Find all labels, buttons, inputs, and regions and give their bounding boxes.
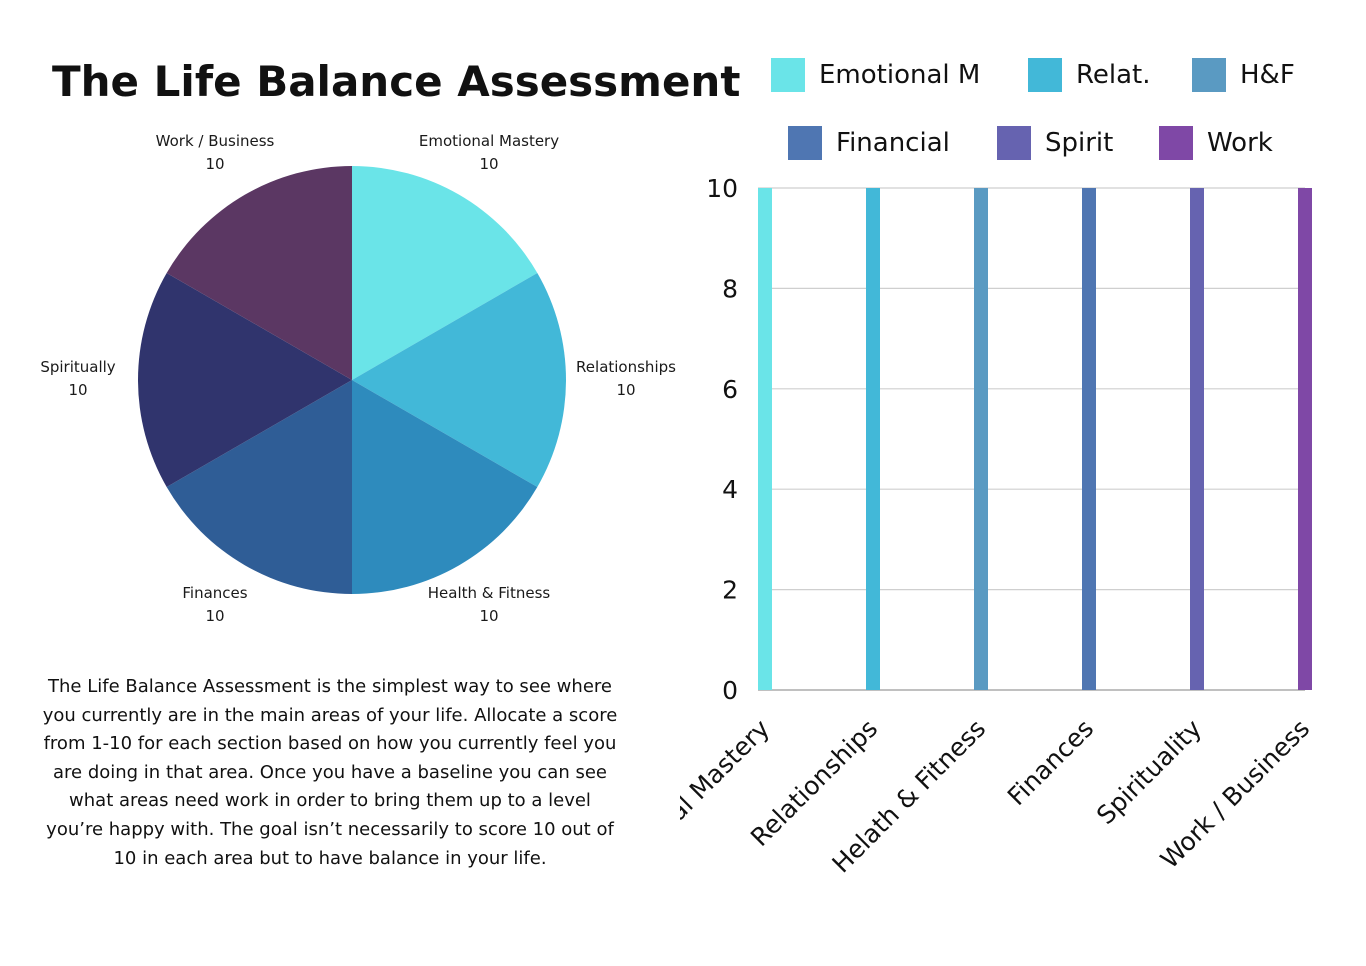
bar-spirituality (1190, 188, 1204, 690)
pie-label-emotional-mastery: Emotional Mastery (419, 132, 559, 150)
y-tick-label: 10 (706, 174, 738, 203)
pie-label-health-fitness: Health & Fitness (428, 584, 551, 602)
legend-swatch (1192, 58, 1226, 92)
y-tick-label: 0 (722, 676, 738, 705)
bar-helath-fitness (974, 188, 988, 690)
pie-slice-work-business (166, 166, 352, 380)
pie-label-finances: Finances (182, 584, 247, 602)
legend-label: H&F (1240, 60, 1295, 90)
pie-value-work-business: 10 (205, 155, 224, 173)
pie-label-work-business: Work / Business (156, 132, 275, 150)
y-tick-label: 8 (722, 274, 738, 303)
legend-label: Spirit (1045, 128, 1114, 158)
y-tick-label: 4 (722, 475, 738, 504)
legend-item-relat: Relat. (1028, 55, 1151, 95)
x-tick-label-spirituality: Spirituality (1091, 714, 1207, 830)
pie-slice-emotional-mastery (352, 166, 538, 380)
y-tick-label: 2 (722, 576, 738, 605)
pie-slice-health-fitness (352, 380, 538, 594)
legend-label: Work (1207, 128, 1273, 158)
y-tick-label: 6 (722, 375, 738, 404)
description-text: The Life Balance Assessment is the simpl… (42, 676, 618, 869)
legend-label: Financial (836, 128, 950, 158)
pie-label-spiritually: Spiritually (40, 358, 115, 376)
pie-label-relationships: Relationships (576, 358, 676, 376)
legend-item-h-f: H&F (1192, 55, 1295, 95)
legend-swatch (788, 126, 822, 160)
legend-item-work: Work (1159, 123, 1273, 163)
pie-slice-finances (166, 380, 352, 594)
pie-value-spiritually: 10 (68, 381, 87, 399)
pie-value-emotional-mastery: 10 (479, 155, 498, 173)
legend-label: Emotional M (819, 60, 981, 90)
pie-value-finances: 10 (205, 607, 224, 625)
pie-value-health-fitness: 10 (479, 607, 498, 625)
pie-chart: Emotional Mastery 10 Relationships 10 Health… (40, 132, 676, 625)
legend-item-emotional-m: Emotional M (771, 55, 980, 95)
legend-item-spirit: Spirit (997, 123, 1113, 163)
pie-value-relationships: 10 (616, 381, 635, 399)
bar-emotional-mastery (758, 188, 772, 690)
legend-item-financial: Financial (788, 123, 950, 163)
legend-swatch (1159, 126, 1193, 160)
x-tick-label-emotional-mastery: Emotional Mastery (680, 714, 775, 900)
bar-work-business (1298, 188, 1312, 690)
x-tick-label-finances: Finances (1002, 714, 1099, 811)
pie-slice-spiritually (137, 273, 352, 487)
page-title: The Life Balance Assessment (52, 57, 741, 106)
pie-slice-relationships (352, 273, 567, 487)
legend-swatch (1028, 58, 1062, 92)
bar-relationships (866, 188, 880, 690)
bar-finances (1082, 188, 1096, 690)
legend-swatch (997, 126, 1031, 160)
bar-chart-legend: Emotional M Relat. H&F Financial Spirit Work (740, 55, 1350, 180)
legend-label: Relat. (1076, 60, 1151, 90)
legend-swatch (771, 58, 805, 92)
